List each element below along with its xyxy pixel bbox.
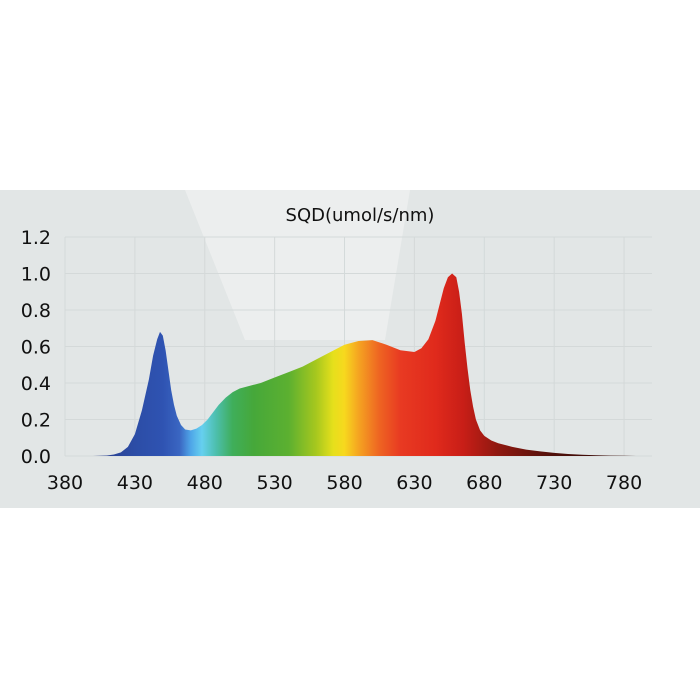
x-tick-label: 730 — [536, 472, 572, 494]
y-tick-label: 1.0 — [21, 264, 51, 286]
x-tick-label: 530 — [257, 472, 293, 494]
x-tick-label: 780 — [606, 472, 642, 494]
x-axis-ticks: 380 430 480 530 580 630 680 730 780 — [47, 472, 642, 494]
y-tick-label: 0.6 — [21, 337, 51, 359]
x-tick-label: 380 — [47, 472, 83, 494]
y-axis-ticks: 0.0 0.2 0.4 0.6 0.8 1.0 1.2 — [21, 227, 51, 468]
chart-panel: 0.0 0.2 0.4 0.6 0.8 1.0 1.2 380 430 480 530 580 630… — [0, 190, 700, 508]
y-tick-label: 1.2 — [21, 227, 51, 249]
spectrum-area — [65, 273, 652, 456]
x-tick-label: 580 — [326, 472, 362, 494]
background-light-cone — [185, 190, 410, 340]
x-tick-label: 680 — [466, 472, 502, 494]
spectrum-chart: 0.0 0.2 0.4 0.6 0.8 1.0 1.2 380 430 480 530 580 630… — [21, 190, 652, 494]
y-tick-label: 0.4 — [21, 373, 51, 395]
x-tick-label: 630 — [396, 472, 432, 494]
y-tick-label: 0.8 — [21, 300, 51, 322]
x-tick-label: 480 — [187, 472, 223, 494]
chart-title: SQD(umol/s/nm) — [286, 205, 435, 226]
x-tick-label: 430 — [117, 472, 153, 494]
y-tick-label: 0.2 — [21, 410, 51, 432]
y-tick-label: 0.0 — [21, 446, 51, 468]
